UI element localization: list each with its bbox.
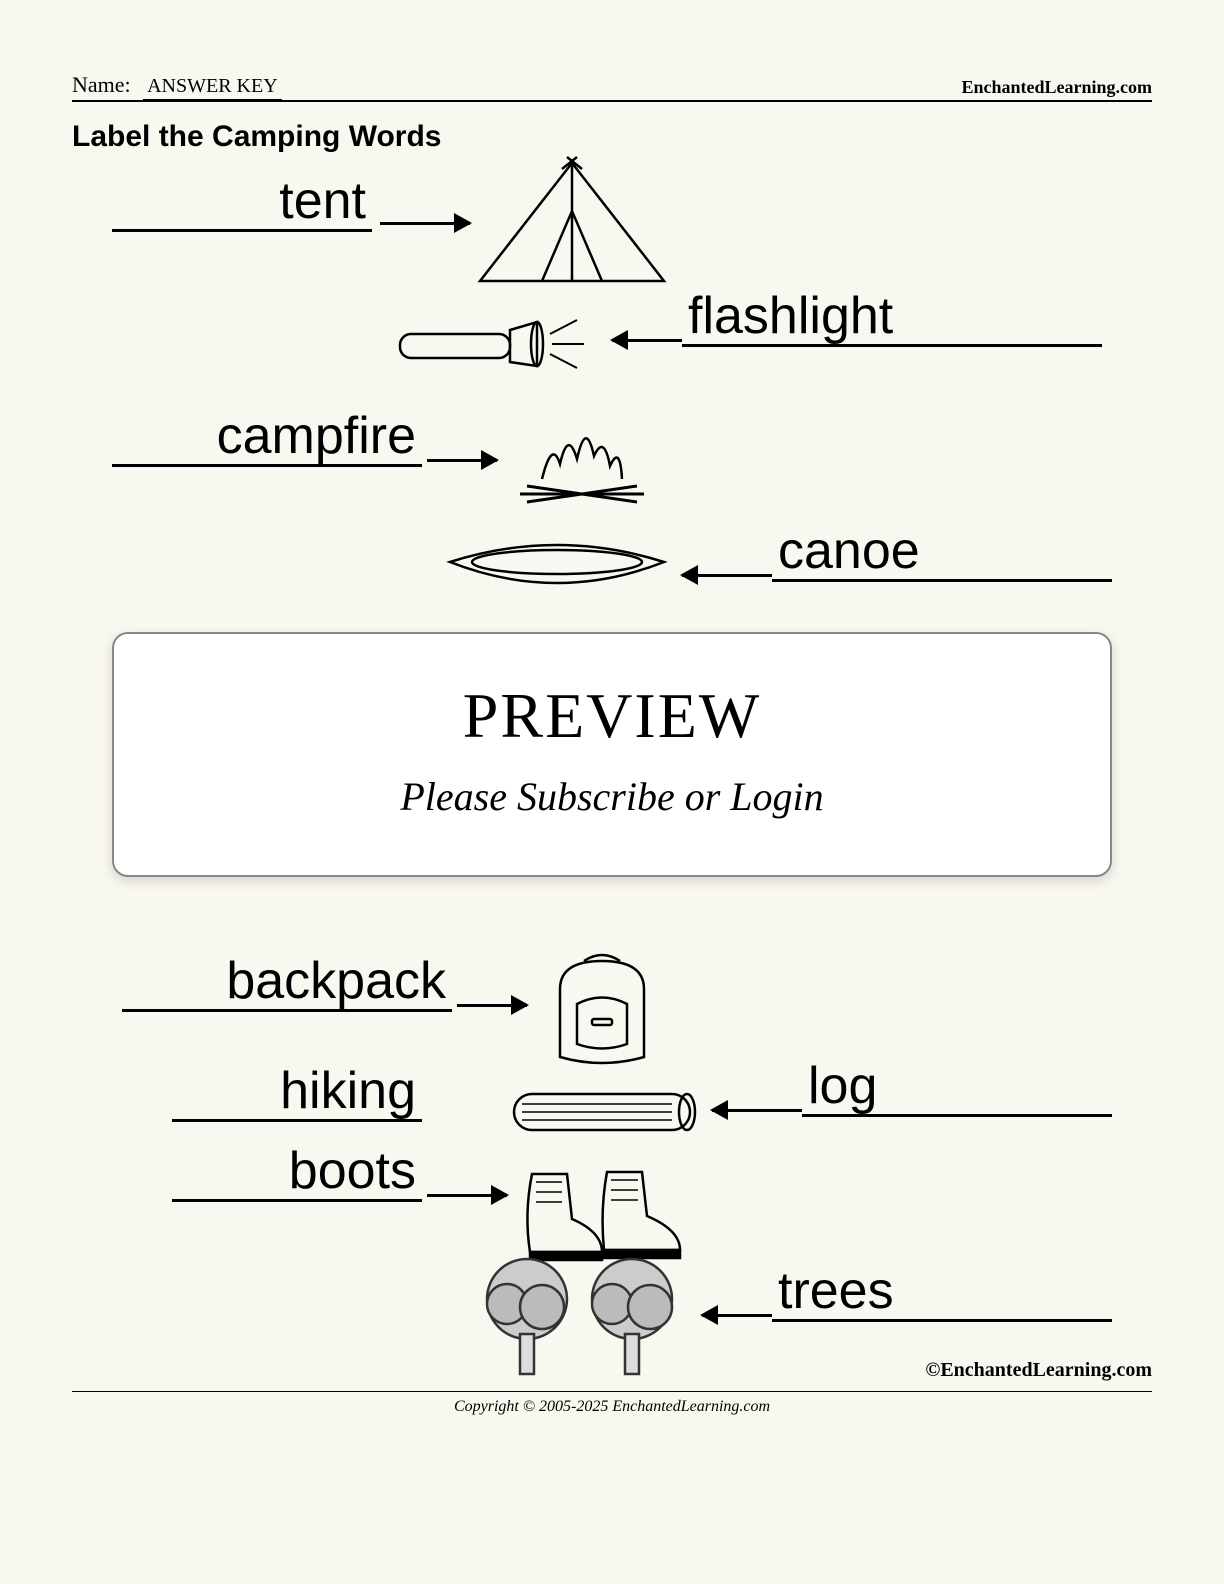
arrow-backpack (457, 1004, 527, 1007)
label-canoe: canoe (772, 524, 1112, 582)
label-flashlight: flashlight (682, 289, 1102, 347)
label-boots: boots (172, 1144, 422, 1202)
arrow-tent (380, 222, 470, 225)
arrow-trees (702, 1314, 772, 1317)
arrow-campfire (427, 459, 497, 462)
arrow-boots (427, 1194, 507, 1197)
preview-subtitle: Please Subscribe or Login (134, 773, 1090, 820)
label-trees: trees (772, 1264, 1112, 1322)
label-backpack: backpack (122, 954, 452, 1012)
flashlight-icon (392, 304, 592, 384)
name-label: Name: (72, 72, 131, 97)
site-brand: EnchantedLearning.com (961, 77, 1152, 98)
canoe-icon (442, 534, 672, 604)
trees-icon (472, 1249, 692, 1389)
label-campfire: campfire (112, 409, 422, 467)
campfire-icon (502, 394, 662, 514)
name-field: Name: ANSWER KEY (72, 72, 282, 98)
copyright: Copyright © 2005-2025 EnchantedLearning.… (72, 1391, 1152, 1416)
label-tent: tent (112, 174, 372, 232)
footer-brand: ©EnchantedLearning.com (925, 1359, 1152, 1382)
tent-icon (472, 149, 672, 289)
worksheet-page: Name: ANSWER KEY EnchantedLearning.com L… (72, 72, 1152, 1512)
arrow-flashlight (612, 339, 682, 342)
arrow-canoe (682, 574, 772, 577)
name-value: ANSWER KEY (143, 75, 282, 101)
label-log: log (802, 1059, 1112, 1117)
preview-title: PREVIEW (134, 679, 1090, 753)
label-hiking: hiking (172, 1064, 422, 1122)
arrow-log (712, 1109, 802, 1112)
preview-overlay: PREVIEW Please Subscribe or Login (112, 632, 1112, 877)
backpack-icon (532, 949, 672, 1069)
header-row: Name: ANSWER KEY EnchantedLearning.com (72, 72, 1152, 102)
log-icon (502, 1082, 702, 1142)
